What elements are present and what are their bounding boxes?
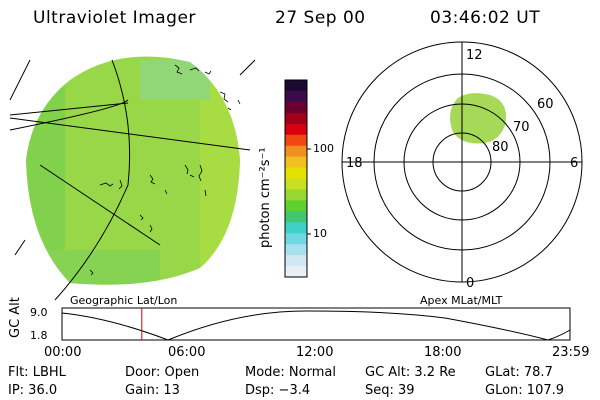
info-glat: GLat: 78.7	[485, 365, 553, 380]
colorbar-band	[285, 145, 307, 158]
mlt-label-6: 6	[570, 156, 579, 171]
colorbar-band	[285, 167, 307, 180]
info-filter: Flt: LBHL	[8, 365, 66, 380]
info-mode: Mode: Normal	[245, 365, 336, 380]
colorbar-band	[285, 200, 307, 212]
image-date: 27 Sep 00	[275, 8, 366, 28]
colorbar-tick-10: 10	[313, 227, 327, 240]
mlt-label-0: 0	[466, 276, 475, 291]
timeline-axis-label: GC Alt	[8, 297, 23, 338]
timeline-xtick-0600: 06:00	[168, 345, 206, 360]
auroral-oval-blob	[450, 93, 506, 144]
colorbar-band	[285, 211, 307, 223]
colorbar-band	[285, 90, 307, 103]
colorbar-band	[285, 112, 307, 125]
colorbar-band	[285, 255, 307, 267]
polar-panel-label: Apex MLat/MLT	[420, 294, 503, 307]
info-dsp: Dsp: −3.4	[245, 383, 311, 398]
colorbar-band	[285, 266, 307, 278]
info-glon: GLon: 107.9	[485, 383, 565, 398]
colorbar-tick-100: 100	[313, 142, 334, 155]
colorbar-band	[285, 178, 307, 191]
timeline-xtick-0000: 00:00	[44, 345, 82, 360]
colorbar-band	[285, 189, 307, 201]
coastline-outlines	[89, 64, 241, 276]
mlt-label-18: 18	[346, 156, 363, 171]
image-time: 03:46:02 UT	[430, 8, 541, 28]
polar-grid	[341, 41, 583, 283]
colorbar-band	[285, 244, 307, 256]
instrument-title: Ultraviolet Imager	[33, 8, 196, 28]
info-gain: Gain: 13	[125, 383, 180, 398]
colorbar-band	[285, 123, 307, 136]
info-door: Door: Open	[125, 365, 200, 380]
timeline-ytick-high: 9.0	[30, 306, 48, 319]
colorbar-band	[285, 134, 307, 147]
timeline-xtick-2359: 23:59	[552, 345, 590, 360]
timeline-ytick-low: 1.8	[30, 329, 48, 342]
colorbar-band	[285, 80, 307, 92]
timeline-xtick-1800: 18:00	[424, 345, 462, 360]
info-gc-alt: GC Alt: 3.2 Re	[365, 365, 456, 380]
geographic-panel-label: Geographic Lat/Lon	[70, 294, 178, 307]
altitude-curve	[61, 310, 571, 341]
mlat-label-80: 80	[492, 140, 509, 155]
colorbar-band	[285, 156, 307, 169]
mlt-label-12: 12	[466, 48, 483, 63]
colorbar-band	[285, 222, 307, 234]
auroral-emission-disk	[26, 56, 240, 285]
geographic-grid	[9, 59, 256, 301]
info-ip: IP: 36.0	[8, 383, 58, 398]
timeline-xtick-1200: 12:00	[296, 345, 334, 360]
colorbar-band	[285, 233, 307, 245]
colorbar-band	[285, 101, 307, 114]
info-seq: Seq: 39	[365, 383, 415, 398]
mlat-label-60: 60	[537, 97, 554, 112]
mlat-label-70: 70	[513, 120, 530, 135]
